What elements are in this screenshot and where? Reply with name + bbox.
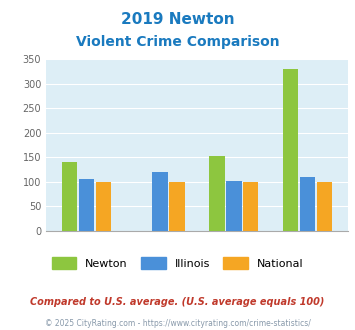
Legend: Newton, Illinois, National: Newton, Illinois, National — [48, 253, 307, 273]
Text: 2019 Newton: 2019 Newton — [121, 12, 234, 26]
Bar — [226, 181, 241, 231]
Bar — [169, 182, 185, 231]
Bar — [317, 182, 332, 231]
Bar — [62, 162, 77, 231]
Bar — [209, 156, 225, 231]
Bar — [153, 172, 168, 231]
Text: Violent Crime Comparison: Violent Crime Comparison — [76, 35, 279, 49]
Bar — [96, 182, 111, 231]
Bar — [283, 69, 298, 231]
Bar — [300, 177, 315, 231]
Bar — [79, 179, 94, 231]
Text: Compared to U.S. average. (U.S. average equals 100): Compared to U.S. average. (U.S. average … — [30, 297, 325, 307]
Bar — [243, 182, 258, 231]
Text: © 2025 CityRating.com - https://www.cityrating.com/crime-statistics/: © 2025 CityRating.com - https://www.city… — [45, 319, 310, 328]
